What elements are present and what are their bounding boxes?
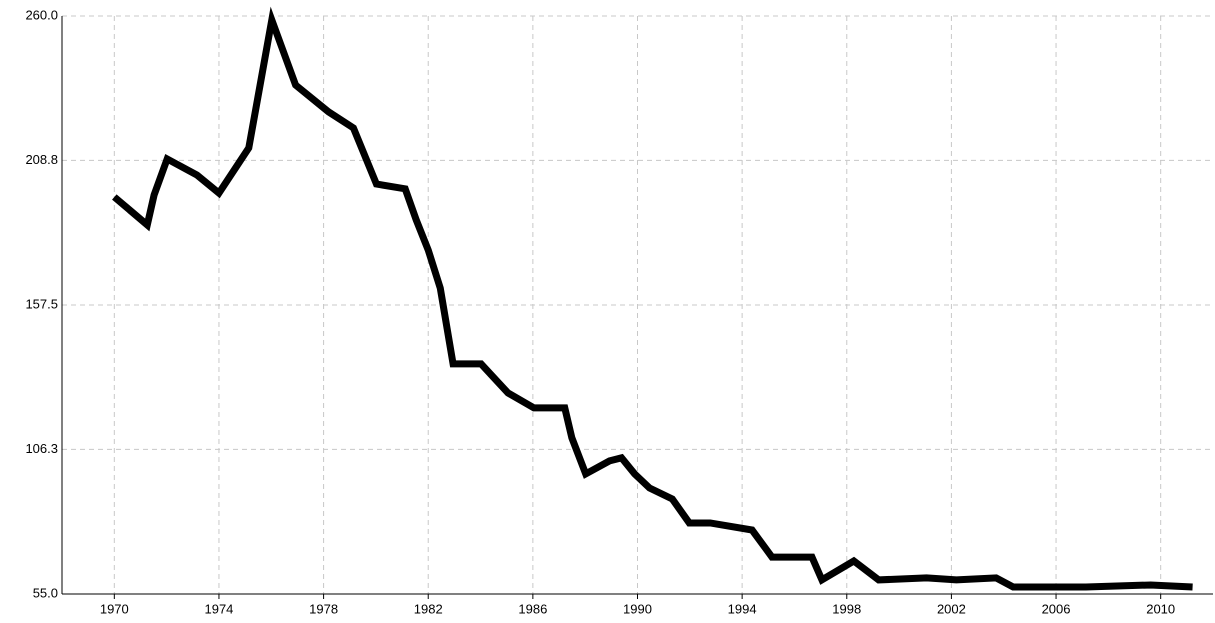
y-tick-label: 157.5 (25, 296, 58, 311)
x-tick-label: 1990 (623, 601, 652, 616)
x-tick-label: 1970 (100, 601, 129, 616)
x-tick-label: 1994 (728, 601, 757, 616)
y-tick-label: 260.0 (25, 7, 58, 22)
data-line (112, 6, 1193, 591)
x-tick-label: 1982 (414, 601, 443, 616)
y-tick-label: 208.8 (25, 152, 58, 167)
y-tick-label: 106.3 (25, 441, 58, 456)
x-tick-label: 1974 (204, 601, 233, 616)
x-tick-label: 2010 (1146, 601, 1175, 616)
x-tick-label: 1986 (518, 601, 547, 616)
x-tick-label: 1978 (309, 601, 338, 616)
grid (62, 15, 1213, 595)
x-tick-label: 1998 (832, 601, 861, 616)
y-tick-label: 55.0 (33, 585, 58, 600)
x-tick-label: 2002 (937, 601, 966, 616)
x-tick-label: 2006 (1042, 601, 1071, 616)
